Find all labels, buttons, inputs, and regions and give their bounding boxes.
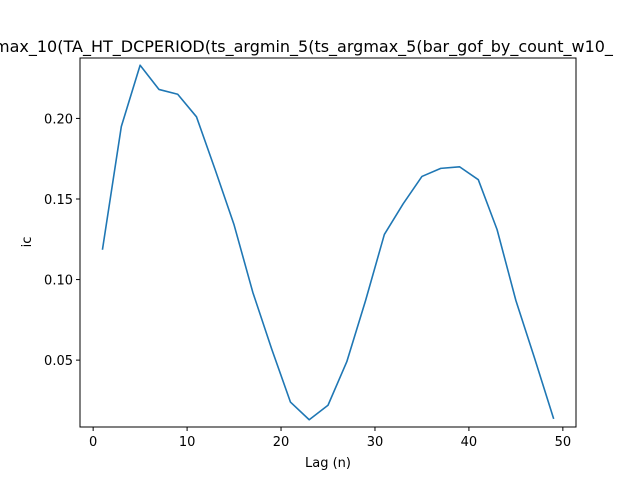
x-axis-label: Lag (n) [305, 456, 351, 471]
y-axis-label: ic [20, 237, 35, 248]
y-tick-label: 0.20 [44, 112, 73, 127]
x-tick-label: 30 [367, 435, 384, 450]
chart-title: max_10(TA_HT_DCPERIOD(ts_argmin_5(ts_arg… [0, 37, 614, 57]
y-tick-label: 0.15 [44, 193, 73, 208]
x-tick-label: 20 [273, 435, 290, 450]
plot-area: 0 10 20 30 40 50 0.05 0.10 0.15 0.20 [44, 64, 572, 450]
x-tick-label: 0 [89, 435, 97, 450]
plot-frame [79, 57, 577, 428]
x-tick-label: 50 [555, 435, 572, 450]
x-tick-label: 40 [461, 435, 478, 450]
y-tick-label: 0.05 [44, 354, 73, 369]
series-line-0 [101, 64, 555, 421]
x-tick-label: 10 [179, 435, 196, 450]
y-tick-label: 0.10 [44, 274, 73, 289]
